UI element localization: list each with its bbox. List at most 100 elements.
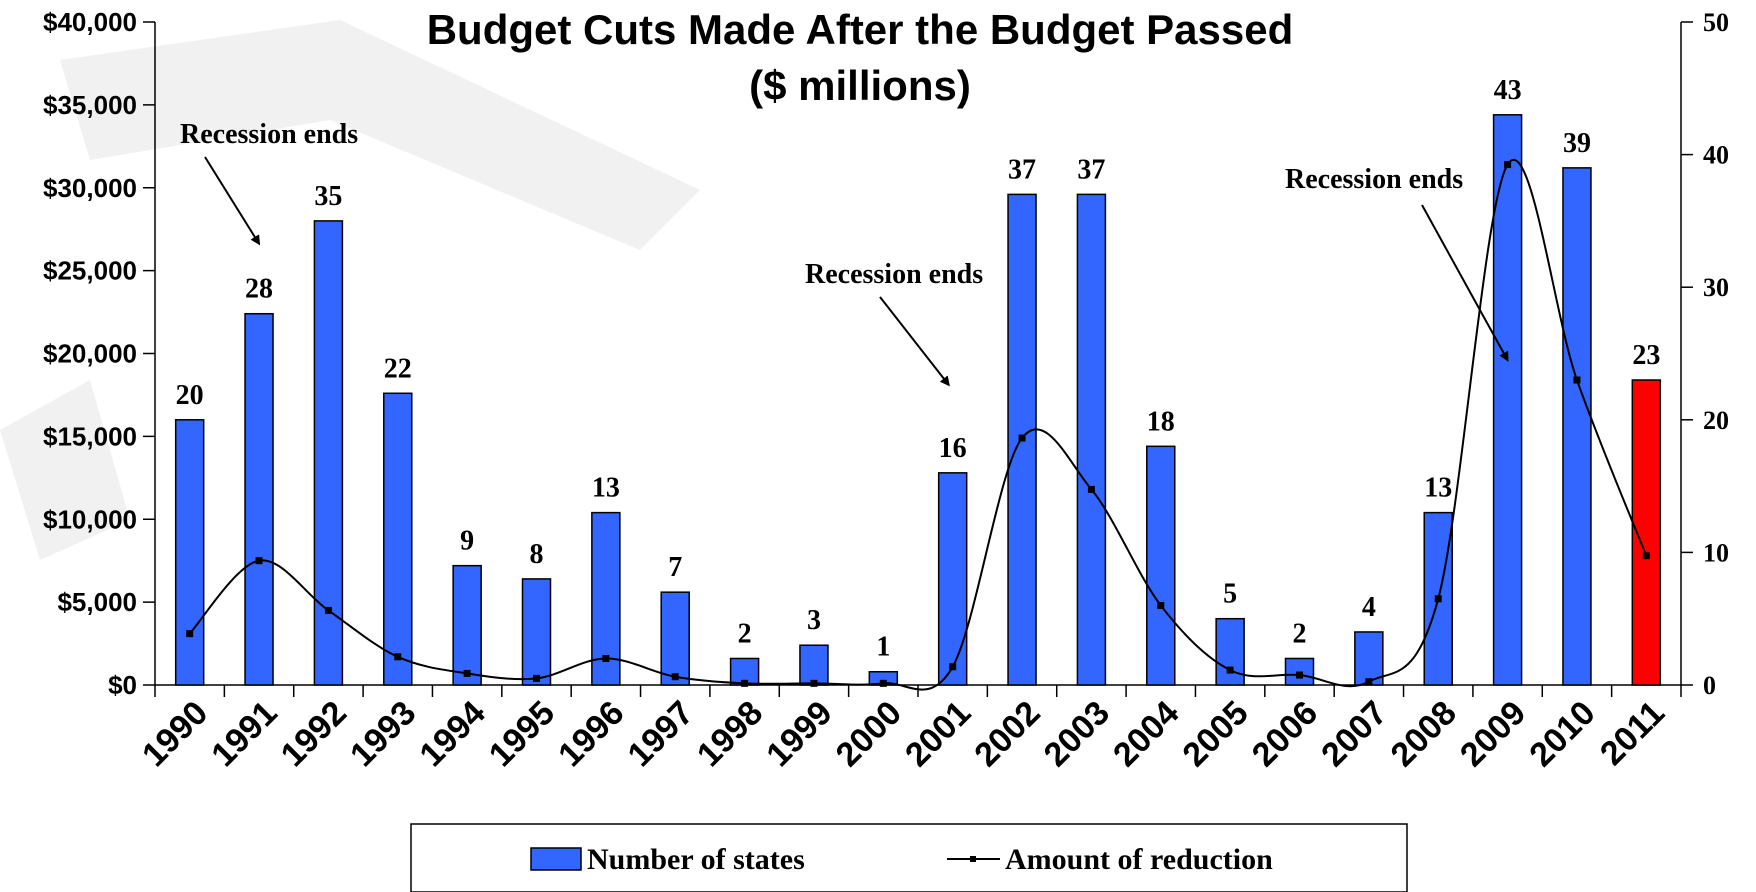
line-point	[741, 679, 749, 687]
x-tick-label: 1993	[343, 694, 423, 774]
bar-data-label: 8	[530, 539, 544, 570]
y-left-tick-label: $30,000	[43, 173, 137, 203]
bar	[244, 312, 274, 686]
bar-data-label: 22	[384, 353, 412, 384]
y-left-tick-label: $40,000	[43, 7, 137, 37]
x-tick-label: 1992	[274, 694, 354, 774]
x-axis-ticks: 1990199119921993199419951996199719981999…	[135, 694, 1672, 774]
annotation-arrow	[879, 296, 950, 387]
bar	[452, 564, 482, 686]
line-point	[1504, 161, 1512, 169]
line-point	[1157, 601, 1165, 609]
line-series	[186, 159, 1650, 691]
annotation-text: Recession ends	[805, 259, 983, 290]
bar-data-label: 37	[1077, 154, 1105, 185]
chart-subtitle: ($ millions)	[749, 62, 971, 109]
x-tick-label: 1997	[621, 694, 701, 774]
line-point	[1087, 485, 1095, 493]
y-right-tick-label: 30	[1703, 273, 1729, 302]
x-tick-label: 2009	[1453, 694, 1533, 774]
bar	[313, 220, 344, 686]
axes: $0 $5,000 $10,000 $15,000 $20,000 $25,000 $30,…	[43, 7, 1729, 700]
annotation-arrow	[204, 156, 261, 246]
line-point	[1434, 595, 1442, 603]
line-point	[1018, 434, 1026, 442]
line-point	[463, 669, 471, 677]
bar	[1562, 167, 1592, 686]
bar-data-label: 1	[876, 632, 890, 663]
legend-line-marker	[970, 856, 976, 862]
x-tick-label: 2002	[967, 694, 1047, 774]
bar-data-label: 9	[460, 526, 474, 557]
line-point	[1226, 666, 1234, 674]
x-tick-label: 1995	[482, 694, 562, 774]
bar	[660, 591, 690, 686]
bar-data-label: 18	[1147, 406, 1175, 437]
x-tick-label: 2008	[1384, 694, 1464, 774]
line-point	[810, 679, 818, 687]
line-point	[1642, 552, 1650, 560]
bar-data-label: 37	[1008, 154, 1036, 185]
line-point	[879, 679, 887, 687]
line-point	[602, 654, 610, 662]
x-tick-label: 1994	[412, 694, 492, 774]
y-left-tick-label: $35,000	[43, 90, 137, 120]
x-tick-label: 2003	[1037, 694, 1117, 774]
bar-data-label: 13	[1424, 473, 1452, 504]
y-right-tick-label: 10	[1703, 538, 1729, 567]
y-left-tick-label: $5,000	[57, 587, 137, 617]
x-tick-label: 2005	[1175, 694, 1255, 774]
bar-data-label: 2	[738, 618, 752, 649]
annotation-text: Recession ends	[1285, 164, 1463, 195]
bar-data-label: 16	[939, 433, 967, 464]
annotation-arrow	[1421, 204, 1509, 362]
y-left-tick-label: $0	[108, 670, 137, 700]
bar-data-label: 5	[1223, 579, 1237, 610]
line-point	[1365, 678, 1373, 686]
bar	[1492, 114, 1523, 686]
bar	[1354, 631, 1384, 686]
y-left-tick-label: $25,000	[43, 256, 137, 286]
bar-data-label: 28	[245, 274, 273, 305]
y-right-tick-label: 20	[1703, 406, 1729, 435]
bar	[174, 419, 205, 686]
x-tick-label: 2011	[1593, 694, 1672, 773]
y-left-tick-label: $10,000	[43, 504, 137, 534]
annotations: Recession ends Recession ends Recession en…	[180, 119, 1509, 387]
annotation-text: Recession ends	[180, 119, 358, 150]
bar	[1146, 445, 1176, 686]
bar	[937, 472, 968, 686]
x-tick-label: 1999	[759, 694, 839, 774]
y-right-tick-label: 40	[1703, 141, 1729, 170]
bar-data-label: 13	[592, 473, 620, 504]
bar-data-label: 3	[807, 605, 821, 636]
legend: Number of states Amount of reduction	[410, 823, 1408, 892]
x-tick-label: 2010	[1522, 694, 1602, 774]
line-point	[324, 606, 332, 614]
bar-data-label: 43	[1494, 75, 1522, 106]
x-tick-label: 2004	[1106, 694, 1186, 774]
x-tick-label: 2000	[829, 694, 909, 774]
chart-title: Budget Cuts Made After the Budget Passed	[427, 6, 1294, 53]
x-tick-label: 1991	[204, 694, 284, 774]
legend-swatch-bars	[530, 847, 582, 871]
y-left-tick-label: $20,000	[43, 339, 137, 369]
bar	[799, 644, 829, 686]
y-right-tick-label: 0	[1703, 671, 1716, 700]
line-point	[533, 674, 540, 682]
x-tick-label: 2001	[898, 694, 978, 774]
line-point	[1296, 671, 1303, 679]
line-point	[394, 653, 402, 661]
legend-label-line: Amount of reduction	[1005, 843, 1273, 876]
legend-label-bars: Number of states	[587, 843, 805, 876]
x-tick-label: 2007	[1314, 694, 1394, 774]
line-point	[1573, 376, 1581, 384]
y-left-tick-label: $15,000	[43, 421, 137, 451]
bar-data-label: 2	[1293, 618, 1307, 649]
bar-data-label: 35	[314, 181, 342, 212]
bar	[1076, 193, 1107, 686]
line-point	[671, 673, 679, 681]
bar-data-label: 20	[176, 380, 204, 411]
